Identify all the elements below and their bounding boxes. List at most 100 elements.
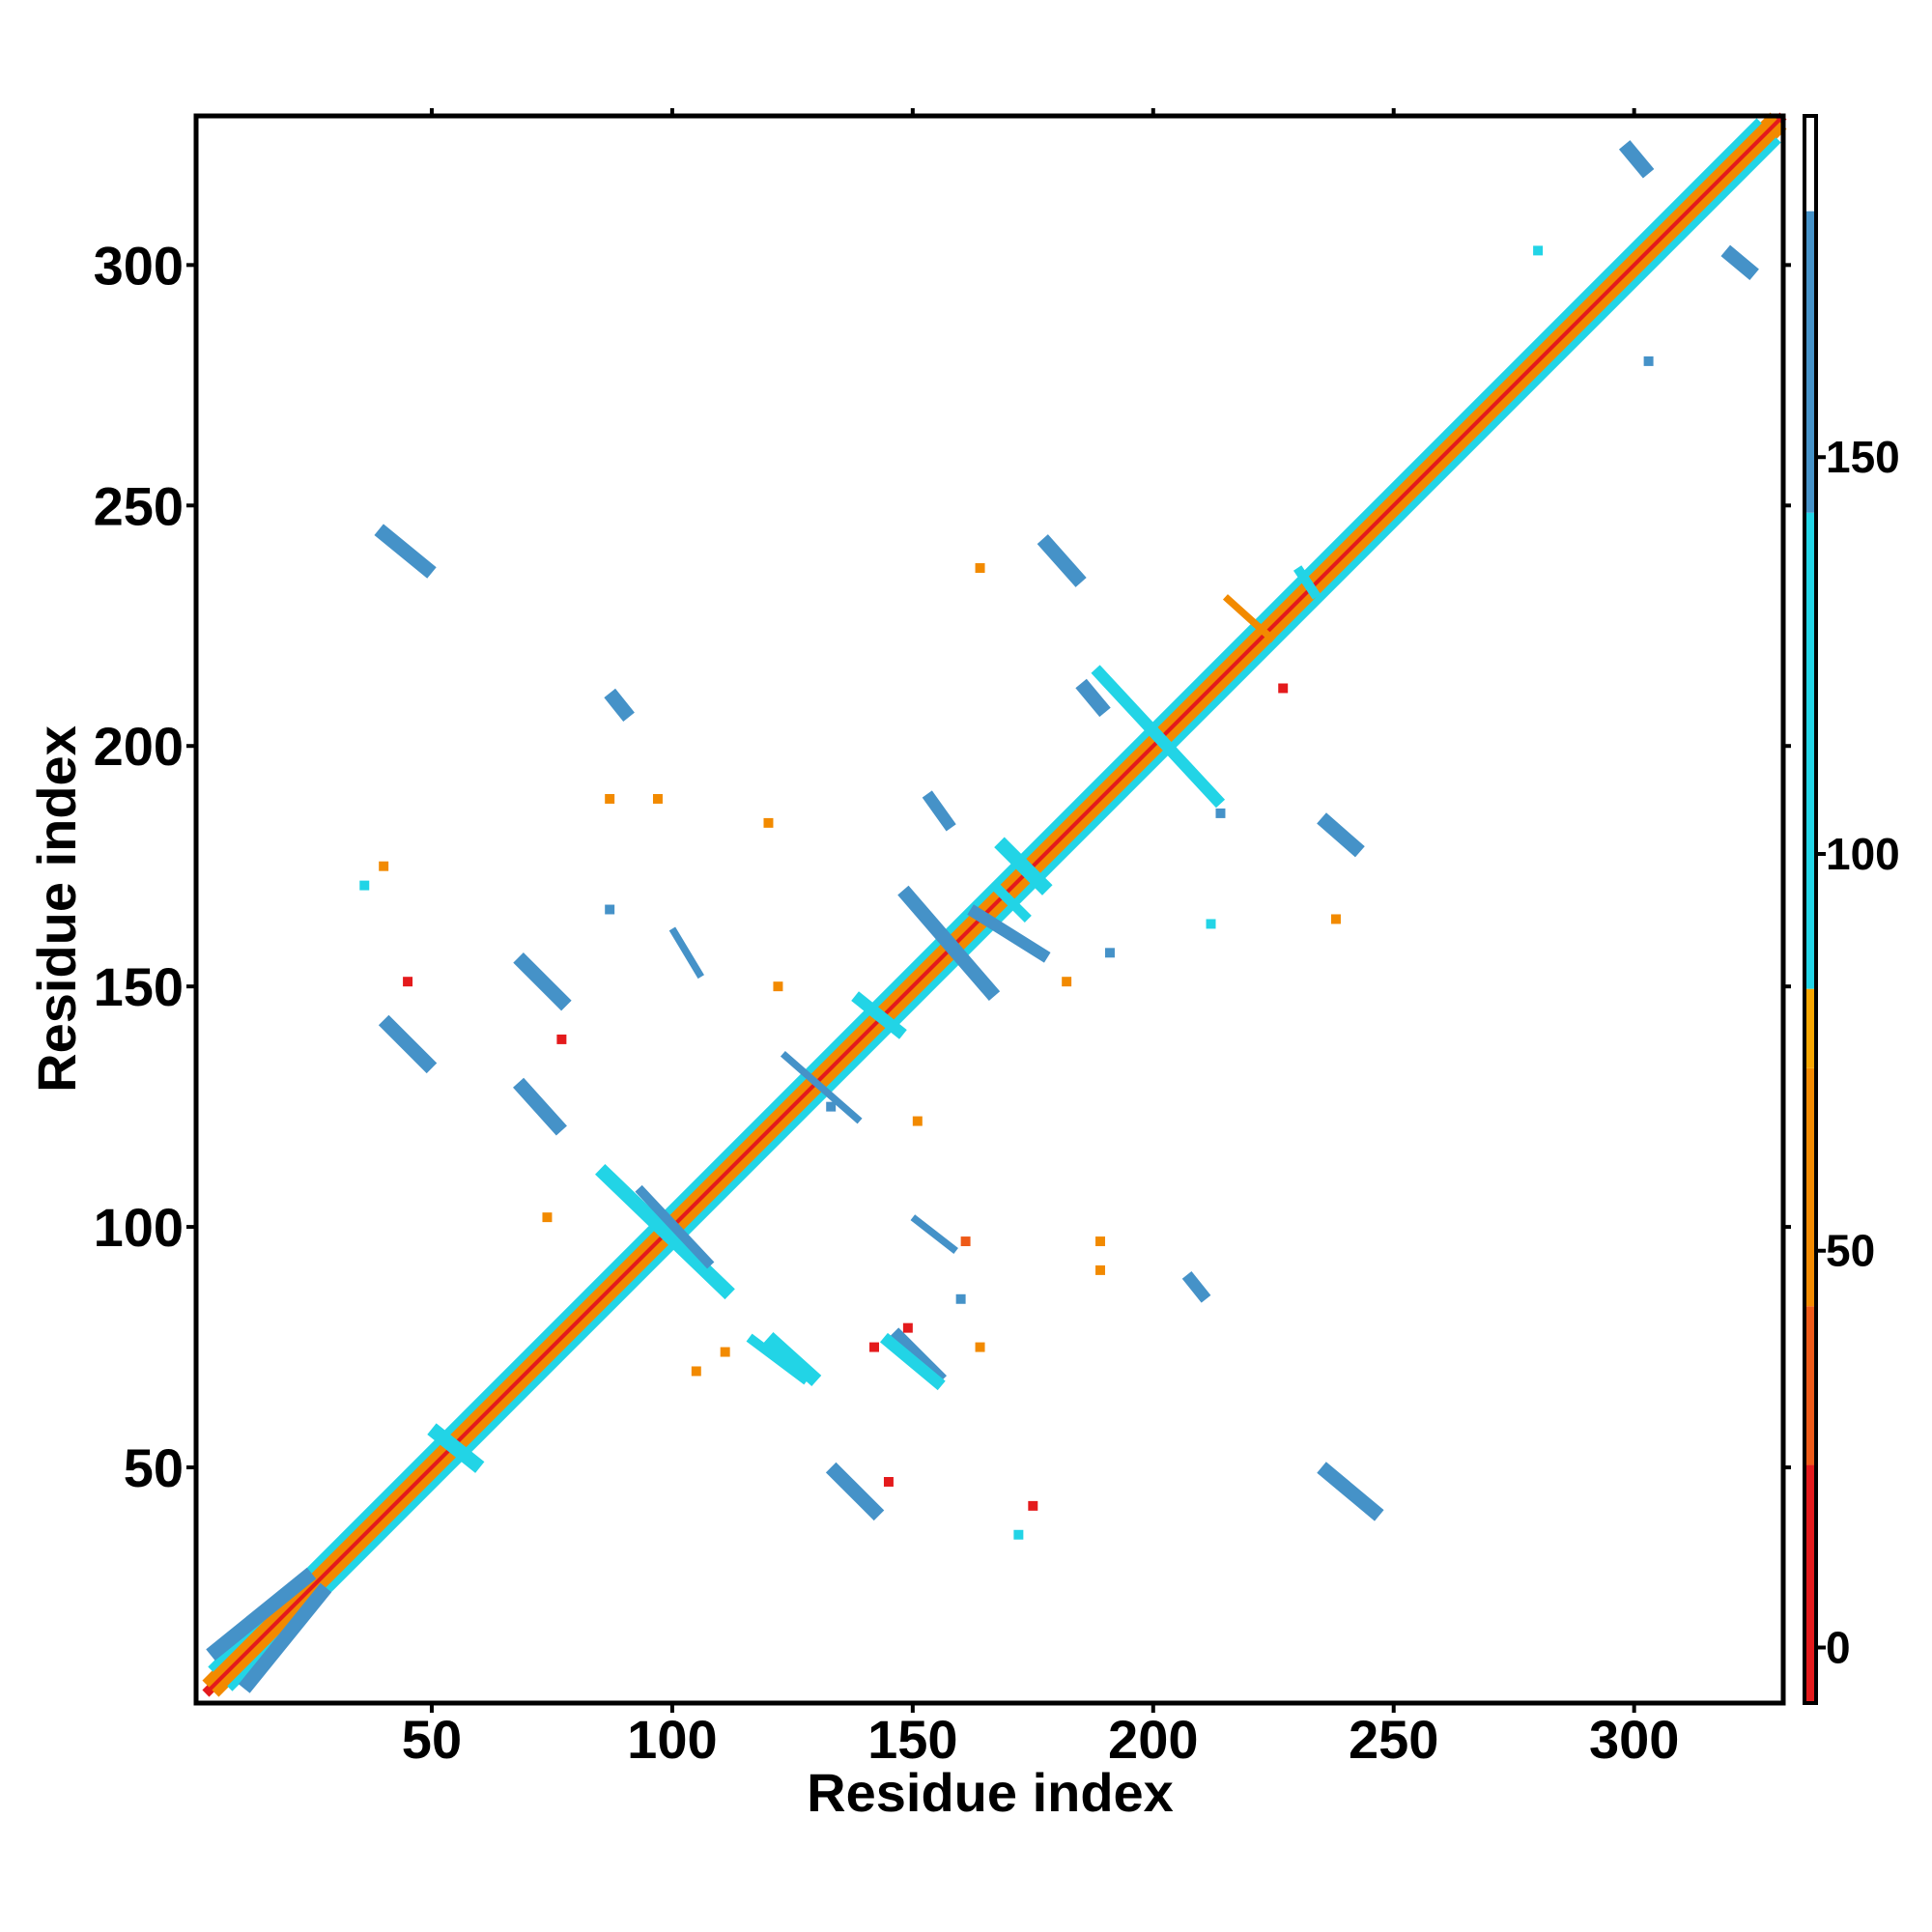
contact-segment xyxy=(1720,244,1759,281)
y-tick-label: 50 xyxy=(124,1437,184,1498)
colorbar-band xyxy=(1804,1464,1816,1703)
y-tick-label: 200 xyxy=(94,716,184,777)
contact-cell xyxy=(1533,245,1544,256)
contact-cell xyxy=(1013,1529,1024,1540)
contact-cell xyxy=(1643,355,1654,366)
colorbar-tick-label: 0 xyxy=(1826,1622,1851,1672)
contact-segment xyxy=(825,1462,885,1521)
contact-cell xyxy=(955,1293,966,1304)
contact-segment xyxy=(1317,812,1365,858)
contact-segment xyxy=(604,688,635,723)
contact-segment xyxy=(1037,534,1087,587)
x-tick-label: 200 xyxy=(1108,1709,1198,1770)
contact-segment xyxy=(206,1567,317,1662)
contact-cell xyxy=(720,1347,730,1357)
contact-cell xyxy=(1062,977,1072,987)
contact-cell xyxy=(763,817,774,828)
contact-cell xyxy=(556,1034,567,1044)
contact-cell xyxy=(652,794,663,804)
contact-cell xyxy=(960,1236,971,1247)
contact-segment xyxy=(990,882,1032,923)
contact-segment xyxy=(851,991,907,1039)
contact-segment xyxy=(595,1163,735,1300)
contact-segment xyxy=(1618,140,1655,179)
contact-cell xyxy=(975,1342,985,1352)
contact-segment xyxy=(668,926,704,980)
x-axis: 50 100 150 200 250 300 xyxy=(402,108,1679,1770)
x-tick-label: 50 xyxy=(402,1709,462,1770)
contact-segment xyxy=(374,524,437,579)
contact-cell xyxy=(902,1322,913,1333)
x-tick-label: 150 xyxy=(867,1709,957,1770)
contact-segment xyxy=(967,904,1051,963)
colorbar-tick-label: 100 xyxy=(1826,829,1900,879)
contact-cell xyxy=(1095,1236,1105,1247)
y-tick-label: 250 xyxy=(94,475,184,536)
x-tick-label: 100 xyxy=(627,1709,717,1770)
contact-segment xyxy=(780,1051,863,1124)
contact-segment xyxy=(1091,665,1226,809)
contact-cell xyxy=(605,794,615,804)
y-axis: 50 100 150 200 250 300 xyxy=(94,235,1791,1498)
y-tick-label: 300 xyxy=(94,235,184,296)
contact-segment xyxy=(763,1332,822,1386)
contact-segment xyxy=(1075,678,1111,718)
x-tick-label: 300 xyxy=(1589,1709,1679,1770)
contact-cells xyxy=(202,112,1787,1697)
contact-cell xyxy=(379,861,389,871)
contact-segment xyxy=(212,122,1787,1697)
contact-segment xyxy=(202,112,1787,1697)
contact-cell xyxy=(826,1101,837,1112)
y-axis-title: Residue index xyxy=(26,725,87,1093)
contact-segment xyxy=(427,1423,485,1473)
contact-segment xyxy=(1222,594,1276,643)
colorbar-band xyxy=(1804,988,1816,1068)
colorbar: 0 50 100 150 xyxy=(1803,114,1900,1705)
contact-segment xyxy=(378,1014,438,1074)
contact-segment xyxy=(208,118,1762,1672)
colorbar-band xyxy=(1804,211,1816,513)
contact-cell xyxy=(912,1116,923,1126)
contact-cell xyxy=(1095,1264,1105,1275)
contact-segment xyxy=(910,1214,958,1254)
colorbar-tick-label: 150 xyxy=(1826,432,1900,482)
contact-segment xyxy=(1293,565,1321,600)
contact-cell xyxy=(691,1366,701,1377)
contact-cell xyxy=(542,1212,553,1223)
contact-segment xyxy=(635,1184,715,1269)
colorbar-band xyxy=(1804,116,1816,212)
contact-cell xyxy=(883,1476,894,1487)
contact-segment xyxy=(922,790,956,832)
x-axis-title: Residue index xyxy=(807,1762,1174,1823)
colorbar-frame xyxy=(1803,114,1818,1705)
y-tick-label: 100 xyxy=(94,1197,184,1258)
plot-frame xyxy=(193,113,1786,1706)
contact-segment xyxy=(227,137,1781,1691)
contact-cell xyxy=(605,904,615,915)
contact-segment xyxy=(1181,1271,1211,1303)
contact-cell xyxy=(773,981,783,992)
contact-cell xyxy=(359,880,370,891)
contact-cell xyxy=(869,1342,879,1352)
contact-segment xyxy=(994,837,1053,895)
contact-cell xyxy=(1330,914,1341,924)
colorbar-band xyxy=(1804,1306,1816,1465)
colorbar-band xyxy=(1804,1067,1816,1307)
y-tick-label: 150 xyxy=(94,956,184,1017)
contact-cell xyxy=(1215,808,1226,818)
contact-cell xyxy=(403,977,413,987)
contact-segment xyxy=(238,1582,332,1693)
contact-cell xyxy=(975,563,985,573)
contact-cell xyxy=(1028,1500,1038,1511)
contact-segment xyxy=(202,112,1777,1688)
contact-segment xyxy=(879,1332,946,1391)
contact-cell xyxy=(1278,683,1289,694)
contact-segment xyxy=(513,952,572,1011)
contact-segment xyxy=(1317,1462,1384,1521)
contact-cell xyxy=(1206,919,1216,929)
colorbar-band xyxy=(1804,512,1816,989)
contact-segment xyxy=(897,885,1001,1001)
contact-cell xyxy=(1104,948,1115,958)
x-tick-label: 250 xyxy=(1349,1709,1438,1770)
